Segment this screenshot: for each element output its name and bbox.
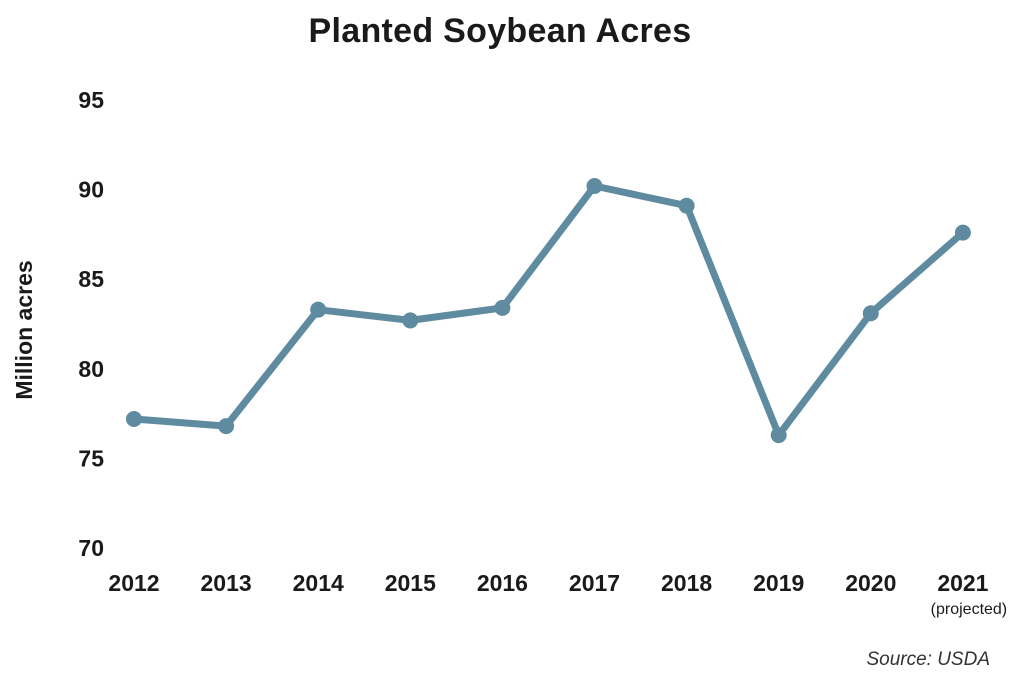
data-point [678,197,695,214]
x-tick-label: 2015 [385,570,436,596]
x-tick-label: 2021 [937,570,988,596]
y-tick-label: 70 [78,535,104,561]
data-point [954,224,971,241]
series-line [130,182,967,439]
y-tick-label: 80 [78,356,104,382]
series-group [126,178,971,444]
x-tick-label: 2012 [108,570,159,596]
data-point [310,301,327,318]
y-tick-label: 90 [78,177,104,203]
data-point [586,178,603,195]
x-tick-label: 2013 [201,570,252,596]
source-label: Source: USDA [866,649,990,670]
x-tick-label: 2020 [845,570,896,596]
y-axis-title: Million acres [11,260,37,399]
x-tick-label: 2017 [569,570,620,596]
y-tick-label: 85 [78,266,104,292]
y-tick-label: 75 [78,445,104,471]
x-tick-label: 2014 [293,570,344,596]
data-point [218,418,235,435]
x-tick-label: 2019 [753,570,804,596]
y-axis-ticks: 70 75 80 85 90 95 [78,87,104,561]
data-point [770,427,787,444]
x-tick-note: (projected) [931,601,1007,618]
chart-title: Planted Soybean Acres [308,12,692,50]
data-point [494,299,511,316]
data-point [126,410,142,427]
y-tick-label: 95 [78,87,104,113]
data-point [862,305,879,322]
data-point [402,312,419,329]
x-axis-ticks: 2012 2013 2014 2015 2016 2017 2018 2019 2020 2021… [108,570,1007,618]
x-tick-label: 2016 [477,570,528,596]
x-tick-label: 2018 [661,570,712,596]
